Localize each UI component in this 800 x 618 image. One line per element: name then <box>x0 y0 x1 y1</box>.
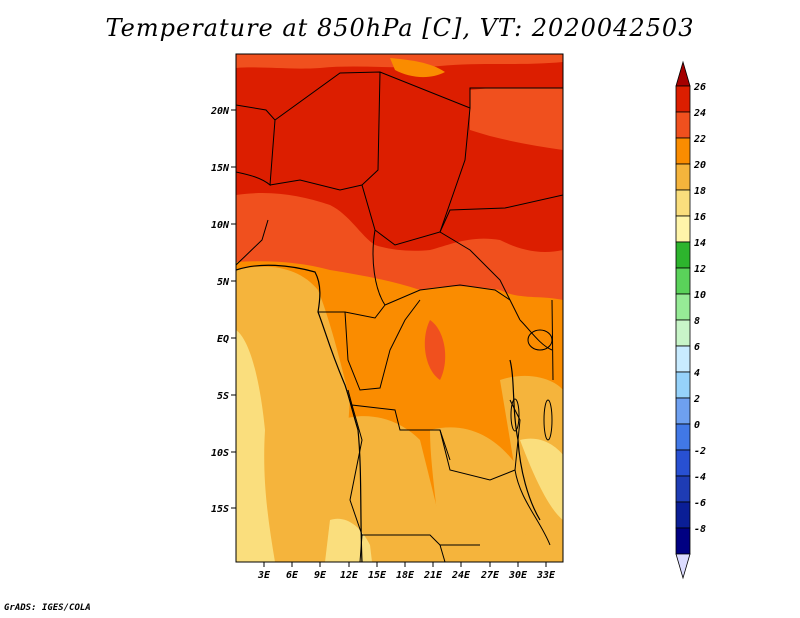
map-title: Temperature at 850hPa [C], VT: 202004250… <box>105 14 695 42</box>
lon-label: 6E <box>286 570 299 581</box>
lat-axis: 20N 15N 10N 5N EQ 5S 10S 15S <box>210 106 236 515</box>
colorbar-swatch <box>675 397 691 425</box>
lon-label: 18E <box>396 570 415 581</box>
colorbar-label: 24 <box>693 108 706 119</box>
colorbar-swatch <box>675 449 691 477</box>
colorbar-swatch <box>675 215 691 243</box>
colorbar-swatch <box>675 85 691 113</box>
lat-label: 10S <box>211 448 229 459</box>
lon-label: 33E <box>536 570 556 581</box>
colorbar-label: 2 <box>693 394 700 405</box>
colorbar-label: 16 <box>694 212 706 223</box>
lat-label: 10N <box>211 220 230 231</box>
colorbar-swatch <box>675 189 691 217</box>
colorbar-label: 10 <box>694 290 706 301</box>
colorbar-swatch <box>675 137 691 165</box>
colorbar-cap-bottom <box>675 553 691 580</box>
colorbar-label: 4 <box>694 368 700 379</box>
colorbar-swatch <box>675 345 691 373</box>
lon-label: 24E <box>451 570 471 581</box>
lon-label: 21E <box>423 570 443 581</box>
colorbar-label: 18 <box>694 186 706 197</box>
colorbar-label: 12 <box>694 264 706 275</box>
lon-label: 30E <box>508 570 528 581</box>
lat-label: 5N <box>217 277 230 288</box>
colorbar-swatch <box>675 319 691 347</box>
coastline <box>236 264 541 562</box>
lon-label: 27E <box>480 570 500 581</box>
colorbar-label: 20 <box>693 160 706 171</box>
colorbar-swatch <box>675 423 691 451</box>
footer-credit: GrADS: IGES/COLA <box>4 603 91 613</box>
lakes <box>510 329 553 441</box>
colorbar-swatch <box>675 371 691 399</box>
colorbar-swatch <box>675 293 691 321</box>
colorbar-label: -6 <box>694 498 706 509</box>
lon-axis: 3E 6E 9E 12E 15E 18E 21E 24E 27E 30E 33E <box>257 562 556 581</box>
lon-label: 12E <box>340 570 359 581</box>
colorbar-label: 26 <box>693 82 706 93</box>
colorbar-label: -8 <box>694 524 706 535</box>
lat-label: 15N <box>211 163 230 174</box>
lon-label: 9E <box>314 570 327 581</box>
lon-label: 15E <box>368 570 387 581</box>
colorbar-label: 22 <box>693 134 706 145</box>
colorbar-swatch <box>675 501 691 529</box>
colorbar-label: -4 <box>694 472 706 483</box>
lat-label: EQ <box>217 334 229 345</box>
temperature-field <box>236 54 563 562</box>
lon-label: 3E <box>257 570 271 581</box>
colorbar-swatch <box>675 241 691 269</box>
colorbar-label: 14 <box>694 238 706 249</box>
colorbar-label: 8 <box>694 316 700 327</box>
map-frame <box>235 53 564 563</box>
lat-label: 20N <box>210 106 230 117</box>
colorbar-label: -2 <box>694 446 706 457</box>
lat-label: 5S <box>217 391 229 402</box>
lat-label: 15S <box>211 504 229 515</box>
colorbar-swatch <box>675 267 691 295</box>
colorbar-cap-top <box>675 60 691 87</box>
colorbar-label: 6 <box>694 342 700 353</box>
colorbar-swatch <box>675 475 691 503</box>
colorbar-swatch <box>675 527 691 555</box>
colorbar-swatch <box>675 111 691 139</box>
colorbar-label: 0 <box>694 420 700 431</box>
colorbar-swatch <box>675 163 691 191</box>
